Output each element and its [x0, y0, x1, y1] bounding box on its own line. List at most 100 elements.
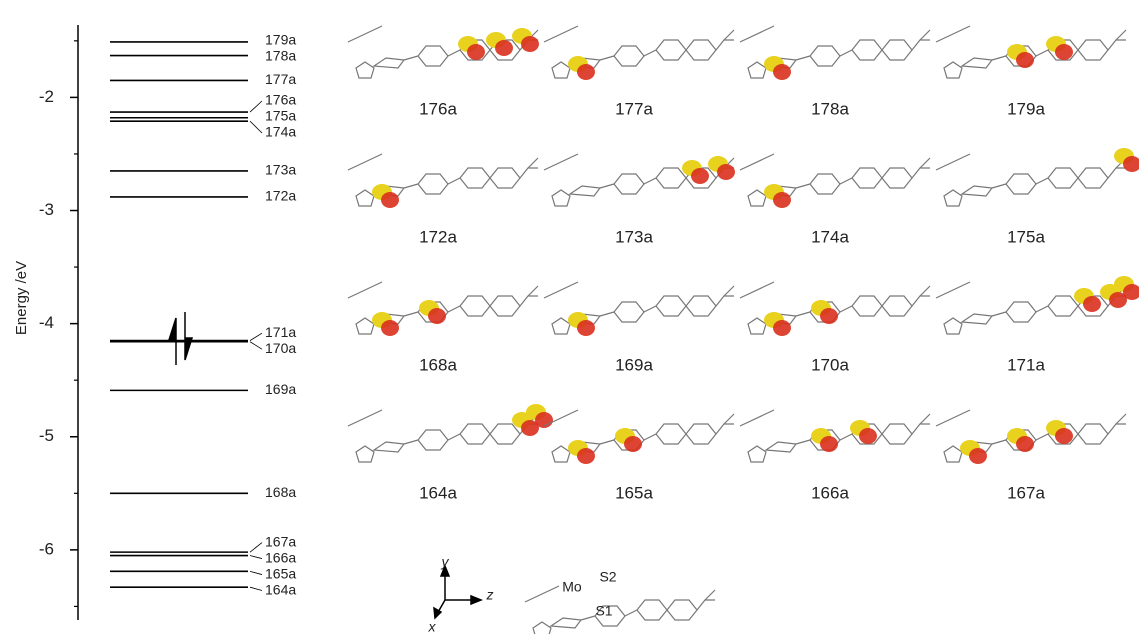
- y-tick-label: -3: [39, 200, 54, 219]
- lobe: [577, 64, 595, 80]
- lobe: [773, 192, 791, 208]
- orbital-label: 174a: [811, 227, 849, 246]
- orbital-label: 173a: [615, 227, 653, 246]
- orbital-label: 172a: [419, 227, 457, 246]
- orbital-label: 164a: [419, 483, 457, 502]
- orbital-label: 177a: [615, 99, 653, 118]
- orbital-panel: [936, 26, 1126, 78]
- orbital-panel: [740, 282, 930, 336]
- level-label: 177a: [265, 71, 296, 87]
- atom-label: S2: [599, 569, 616, 585]
- level-label: 166a: [265, 549, 296, 565]
- lobe: [577, 448, 595, 464]
- orbital-label: 178a: [811, 99, 849, 118]
- orbital-label: 170a: [811, 355, 849, 374]
- axis-label: y: [441, 554, 450, 570]
- lobe: [1055, 44, 1073, 60]
- orbital-label: 175a: [1007, 227, 1045, 246]
- lobe: [1055, 428, 1073, 444]
- atom-label: Mo: [562, 579, 582, 595]
- axes-icon: [434, 566, 481, 618]
- orbital-panel: [544, 26, 734, 80]
- y-axis-title: Energy /eV: [13, 261, 30, 335]
- molecule: [740, 410, 930, 462]
- lobe: [820, 308, 838, 324]
- lobe: [773, 320, 791, 336]
- orbital-panel: [740, 410, 930, 462]
- leader-line: [250, 342, 262, 349]
- axis-label: z: [486, 587, 494, 603]
- level-label: 167a: [265, 533, 296, 549]
- orbital-label: 169a: [615, 355, 653, 374]
- lobe: [1083, 296, 1101, 312]
- orbital-panel: [348, 282, 538, 336]
- orbital-panel: [936, 276, 1139, 334]
- molecule: [348, 410, 538, 462]
- level-label: 179a: [265, 31, 296, 47]
- lobe: [624, 436, 642, 452]
- orbital-panel: [348, 26, 539, 78]
- orbital-panel: [936, 410, 1126, 464]
- leader-line: [250, 101, 262, 112]
- level-label: 171a: [265, 324, 296, 340]
- orbital-label: 168a: [419, 355, 457, 374]
- level-label: 174a: [265, 124, 296, 140]
- level-label: 169a: [265, 381, 296, 397]
- lobe: [691, 168, 709, 184]
- spin-arrows: [169, 312, 192, 365]
- lobe: [773, 64, 791, 80]
- leader-line: [250, 543, 262, 553]
- axis-label: x: [428, 619, 437, 634]
- lobe: [969, 448, 987, 464]
- lobe: [859, 428, 877, 444]
- level-label: 170a: [265, 340, 296, 356]
- level-label: 164a: [265, 581, 296, 597]
- lobe: [381, 320, 399, 336]
- lobe: [495, 40, 513, 56]
- orbital-label: 166a: [811, 483, 849, 502]
- level-label: 178a: [265, 47, 296, 63]
- y-tick-label: -4: [39, 313, 54, 332]
- lobe: [1016, 436, 1034, 452]
- orbital-label: 179a: [1007, 99, 1045, 118]
- leader-line: [250, 587, 262, 590]
- lobe: [577, 320, 595, 336]
- orbital-panel: [544, 410, 734, 464]
- orbital-panel: [544, 282, 734, 336]
- leader-line: [250, 571, 262, 574]
- orbital-panel: [936, 148, 1139, 206]
- leader-line: [250, 121, 262, 133]
- lobe: [428, 308, 446, 324]
- figure: Energy /eV -2-3-4-5-6179a178a177a176a175…: [0, 0, 1139, 634]
- orbital-panel: [740, 26, 930, 80]
- lobe: [381, 192, 399, 208]
- molecule: [936, 26, 1126, 78]
- level-label: 173a: [265, 162, 296, 178]
- y-tick-label: -2: [39, 87, 54, 106]
- orbital-panel: [348, 404, 553, 462]
- orbital-label: 171a: [1007, 355, 1045, 374]
- orbital-panel: [348, 154, 538, 208]
- lobe: [467, 44, 485, 60]
- level-label: 176a: [265, 92, 296, 108]
- orbital-label: 165a: [615, 483, 653, 502]
- level-label: 168a: [265, 484, 296, 500]
- level-label: 165a: [265, 565, 296, 581]
- molecule: [936, 154, 1126, 206]
- orbital-panel: [740, 154, 930, 208]
- y-tick-label: -6: [39, 539, 54, 558]
- atom-label: S1: [595, 603, 612, 619]
- level-label: 172a: [265, 188, 296, 204]
- orbital-label: 167a: [1007, 483, 1045, 502]
- level-label: 175a: [265, 108, 296, 124]
- leader-line: [250, 333, 262, 340]
- lobe: [1016, 52, 1034, 68]
- lobe: [820, 436, 838, 452]
- leader-line: [250, 556, 262, 559]
- orbital-panel: [544, 154, 735, 206]
- structure: [525, 586, 715, 634]
- orbital-label: 176a: [419, 99, 457, 118]
- y-tick-label: -5: [39, 426, 54, 445]
- lobe: [521, 36, 539, 52]
- lobe: [717, 164, 735, 180]
